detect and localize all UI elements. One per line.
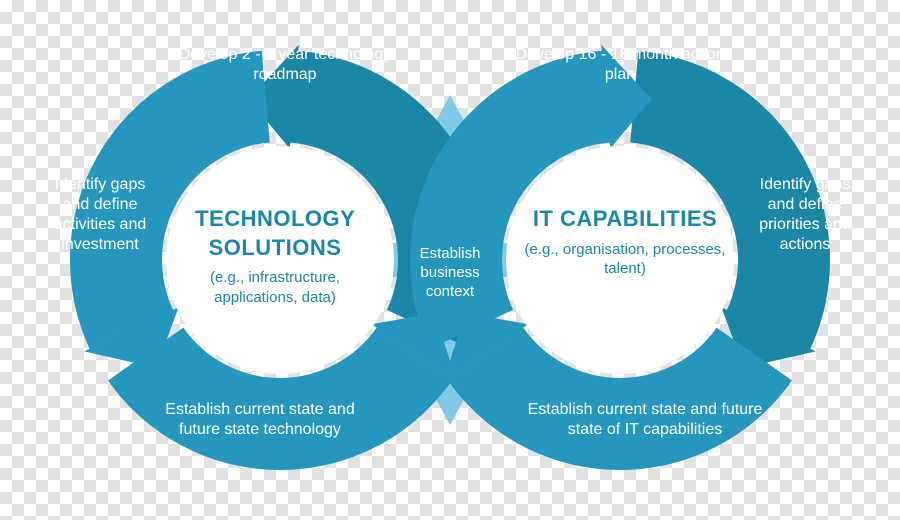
right-center-subtitle: (e.g., organisation, processes, talent) [520, 240, 730, 279]
left-center-subtitle: (e.g., infrastructure, applications, dat… [170, 268, 380, 307]
left-center-title: TECHNOLOGY SOLUTIONS [170, 205, 380, 262]
diagram-root: Develop 2 - 3 year technology roadmap Id… [0, 0, 900, 520]
left-bottom-arrow-label: Establish current state and future state… [145, 400, 375, 440]
left-side-arrow-label: Identify gaps and define activities and … [40, 175, 160, 255]
center-star-label: Establish business context [400, 245, 500, 301]
right-top-arrow-label: Develop 16 - 18 month action plan [510, 45, 730, 85]
right-side-arrow-label: Identify gaps and define priorities and … [750, 175, 860, 255]
right-center-title: IT CAPABILITIES [520, 205, 730, 234]
right-bottom-arrow-label: Establish current state and future state… [525, 400, 765, 440]
left-center-block: TECHNOLOGY SOLUTIONS (e.g., infrastructu… [170, 205, 380, 307]
right-center-block: IT CAPABILITIES (e.g., organisation, pro… [520, 205, 730, 279]
left-top-arrow-label: Develop 2 - 3 year technology roadmap [170, 45, 400, 85]
